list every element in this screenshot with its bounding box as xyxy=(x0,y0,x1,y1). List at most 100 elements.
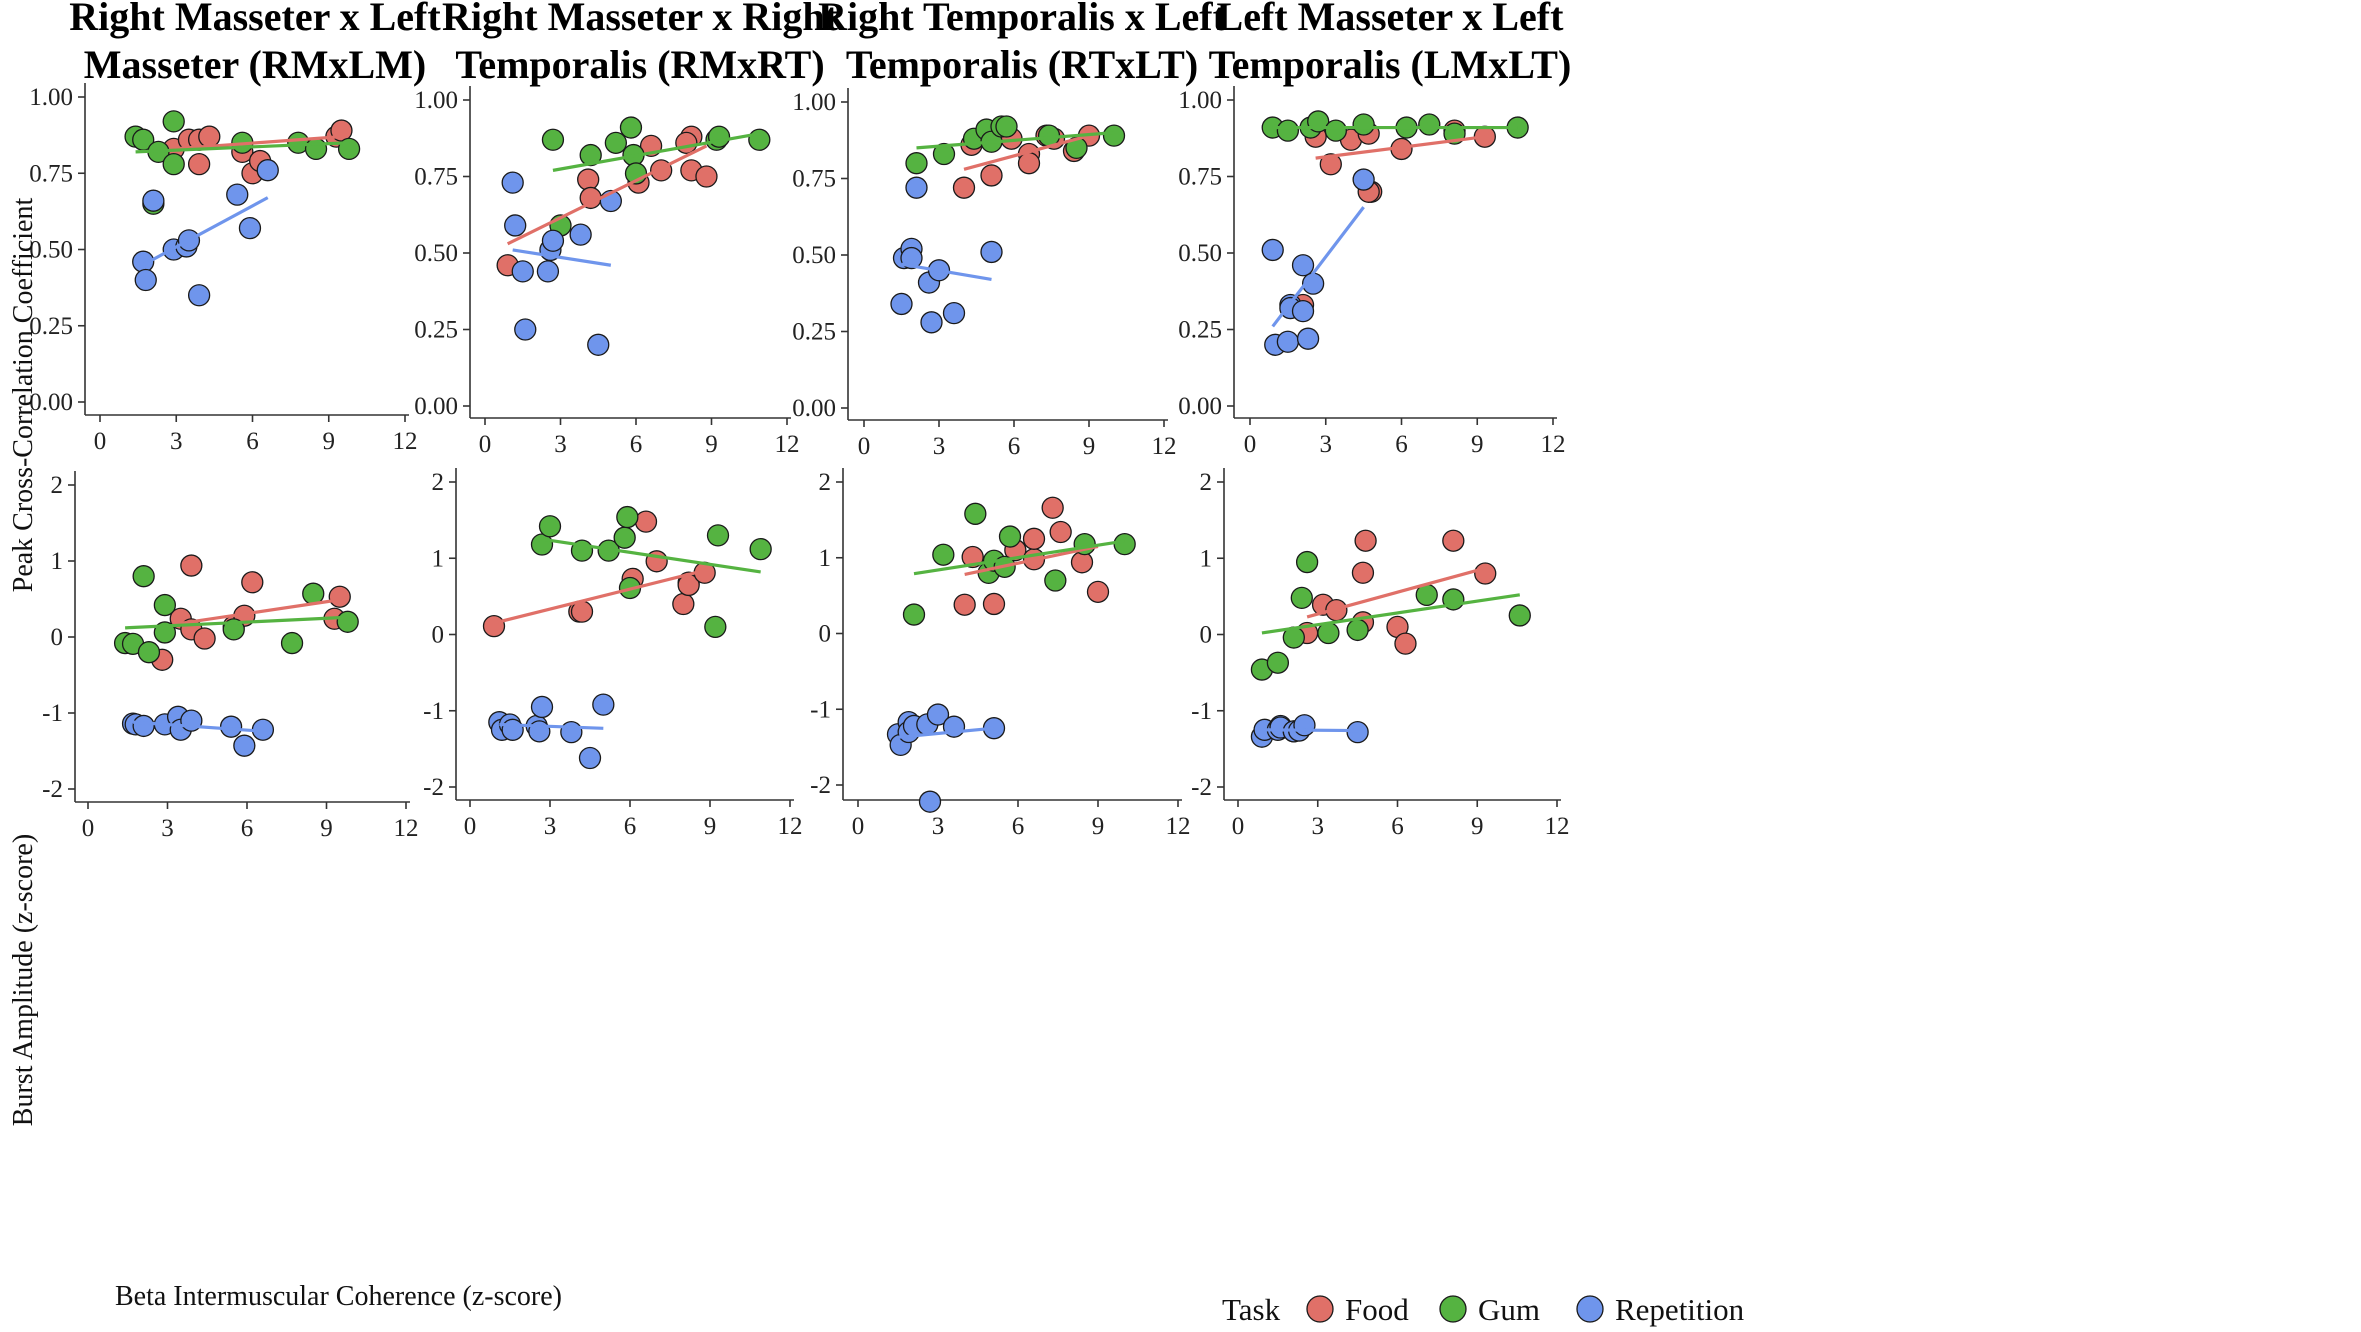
x-tick-label: 9 xyxy=(1471,431,1484,458)
x-tick-label: 3 xyxy=(170,428,183,455)
legend-label-food: Food xyxy=(1345,1292,1409,1327)
y-tick-label: -2 xyxy=(423,774,444,801)
point-food xyxy=(672,592,695,616)
y-tick-label: 2 xyxy=(51,472,64,499)
x-tick-label: 6 xyxy=(630,431,643,458)
point-gum xyxy=(1418,113,1441,136)
panel-title-line1: Left Masseter x Left xyxy=(1217,0,1565,39)
x-tick-label: 0 xyxy=(858,433,871,460)
point-gum xyxy=(616,505,639,529)
x-tick-label: 0 xyxy=(82,815,95,842)
fit-line-food xyxy=(963,134,1090,171)
y-tick-label: 1.00 xyxy=(29,84,73,111)
point-gum xyxy=(604,131,628,154)
point-repetition xyxy=(1296,327,1320,350)
legend-label-gum: Gum xyxy=(1478,1292,1540,1327)
x-tick-label: 12 xyxy=(1541,431,1566,458)
y-tick-label: -2 xyxy=(1191,774,1212,801)
point-food xyxy=(328,585,351,608)
series-repetition xyxy=(890,176,1003,334)
fit-line-food xyxy=(1306,566,1486,619)
y-tick-label: 1 xyxy=(432,545,445,572)
panel-title-line2: Temporalis (RTxLT) xyxy=(846,42,1198,87)
series-food xyxy=(496,125,718,277)
point-food xyxy=(187,152,211,176)
point-gum xyxy=(280,631,304,655)
point-gum xyxy=(336,610,359,633)
point-repetition xyxy=(501,718,524,741)
point-food xyxy=(1017,152,1041,175)
point-gum xyxy=(137,641,161,664)
y-tick-label: 0.25 xyxy=(792,319,836,346)
y-tick-label: -1 xyxy=(42,700,63,727)
point-food xyxy=(1474,562,1497,585)
x-tick-label: 3 xyxy=(1312,813,1325,840)
y-tick-label: 0 xyxy=(1200,622,1213,649)
point-repetition xyxy=(536,260,560,283)
y-tick-label: 0.75 xyxy=(29,160,73,187)
point-repetition xyxy=(233,734,256,757)
panel-title-line2: Masseter (RMxLM) xyxy=(84,42,426,87)
point-repetition xyxy=(1293,714,1316,737)
point-gum xyxy=(707,125,731,148)
point-repetition xyxy=(511,260,534,283)
x-tick-label: 3 xyxy=(161,815,174,842)
point-food xyxy=(1351,561,1375,584)
point-gum xyxy=(748,128,771,151)
x-tick-label: 0 xyxy=(1232,813,1245,840)
point-food xyxy=(952,176,976,199)
point-food xyxy=(1049,520,1072,544)
point-gum xyxy=(162,152,185,176)
point-gum xyxy=(998,525,1022,548)
y-tick-label: 0 xyxy=(432,622,445,649)
point-gum xyxy=(1352,113,1375,136)
point-gum xyxy=(1276,119,1300,142)
point-gum xyxy=(1044,569,1067,592)
point-repetition xyxy=(530,695,554,719)
y-tick-label: 1 xyxy=(51,548,64,575)
y-tick-label: 0.75 xyxy=(792,166,836,193)
point-repetition xyxy=(528,720,551,743)
point-gum xyxy=(749,537,772,561)
point-gum xyxy=(706,524,730,547)
fit-line-repetition xyxy=(499,722,604,730)
series-repetition xyxy=(1261,168,1375,356)
point-food xyxy=(1394,632,1417,655)
legend: Task Food Gum Repetition xyxy=(1222,1292,1745,1327)
point-repetition xyxy=(920,311,943,334)
point-gum xyxy=(132,565,155,588)
fit-line-repetition xyxy=(142,196,269,267)
point-food xyxy=(1354,529,1377,552)
x-tick-label: 12 xyxy=(778,813,803,840)
x-tick-label: 9 xyxy=(323,428,336,455)
y-axis-label-bottom: Burst Amplitude (z-score) xyxy=(8,834,39,1126)
point-gum xyxy=(964,502,987,525)
point-gum xyxy=(995,115,1018,138)
fit-line-repetition xyxy=(512,248,612,267)
fit-line-repetition xyxy=(132,720,264,733)
fit-line-gum xyxy=(1261,593,1521,635)
x-tick-label: 6 xyxy=(624,813,637,840)
x-tick-label: 6 xyxy=(246,428,259,455)
point-repetition xyxy=(900,246,923,270)
fit-line-gum xyxy=(135,141,350,154)
point-repetition xyxy=(926,703,950,726)
point-food xyxy=(193,627,216,650)
point-gum xyxy=(902,603,926,626)
point-repetition xyxy=(560,720,583,744)
point-gum xyxy=(1508,604,1531,627)
point-gum xyxy=(619,116,643,139)
y-tick-label: 0.00 xyxy=(792,395,836,422)
fit-line-food xyxy=(1315,135,1486,160)
point-food xyxy=(675,131,698,154)
x-tick-label: 12 xyxy=(394,815,419,842)
point-repetition xyxy=(501,171,524,194)
point-food xyxy=(634,510,658,533)
fit-line-food xyxy=(964,544,1099,576)
x-axis-label: Beta Intermuscular Coherence (z-score) xyxy=(115,1281,562,1312)
point-repetition xyxy=(890,292,913,316)
